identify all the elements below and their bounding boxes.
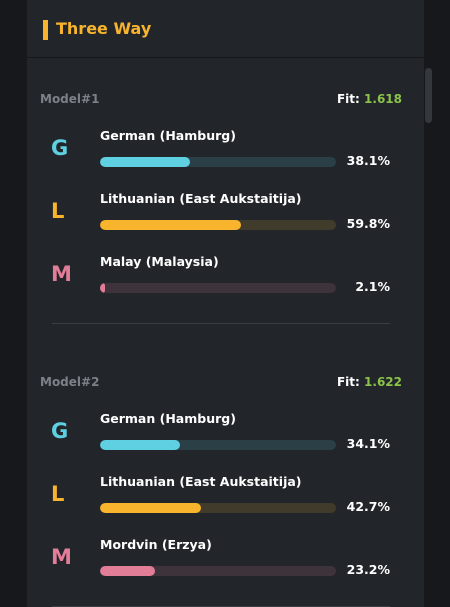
model-name: Model#2	[40, 375, 100, 389]
scrollbar[interactable]	[425, 68, 432, 123]
percent: 2.1%	[355, 279, 390, 294]
header-divider	[27, 57, 424, 58]
title-accent	[43, 20, 48, 40]
letter: M	[51, 545, 72, 569]
letter: L	[51, 482, 65, 506]
divider	[52, 323, 390, 324]
bar-track	[100, 283, 336, 293]
language: Malay (Malaysia)	[100, 254, 219, 269]
bar-track	[100, 503, 336, 513]
fit-value: 1.622	[364, 375, 402, 389]
bar	[100, 220, 242, 230]
bar-track	[100, 220, 336, 230]
language: German (Hamburg)	[100, 128, 236, 143]
bar	[100, 503, 201, 513]
bar	[100, 157, 190, 167]
percent: 59.8%	[346, 216, 390, 231]
language: German (Hamburg)	[100, 411, 236, 426]
language: Mordvin (Erzya)	[100, 537, 212, 552]
percent: 38.1%	[346, 153, 390, 168]
fit: Fit: 1.622	[337, 375, 402, 389]
model-name: Model#1	[40, 92, 100, 106]
percent: 23.2%	[346, 562, 390, 577]
bar	[100, 440, 181, 450]
fit: Fit: 1.618	[337, 92, 402, 106]
percent: 42.7%	[346, 499, 390, 514]
language: Lithuanian (East Aukstaitija)	[100, 191, 302, 206]
letter: L	[51, 199, 65, 223]
percent: 34.1%	[346, 436, 390, 451]
bar-track	[100, 566, 336, 576]
fit-value: 1.618	[364, 92, 402, 106]
letter: G	[51, 136, 69, 160]
letter: G	[51, 419, 69, 443]
bar-track	[100, 440, 336, 450]
bar-track	[100, 157, 336, 167]
language: Lithuanian (East Aukstaitija)	[100, 474, 302, 489]
bar	[100, 283, 105, 293]
bar	[100, 566, 155, 576]
fit-label: Fit:	[336, 92, 360, 106]
panel	[27, 0, 424, 607]
letter: M	[51, 262, 72, 286]
title: Three Way	[56, 19, 152, 38]
fit-label: Fit:	[336, 375, 360, 389]
